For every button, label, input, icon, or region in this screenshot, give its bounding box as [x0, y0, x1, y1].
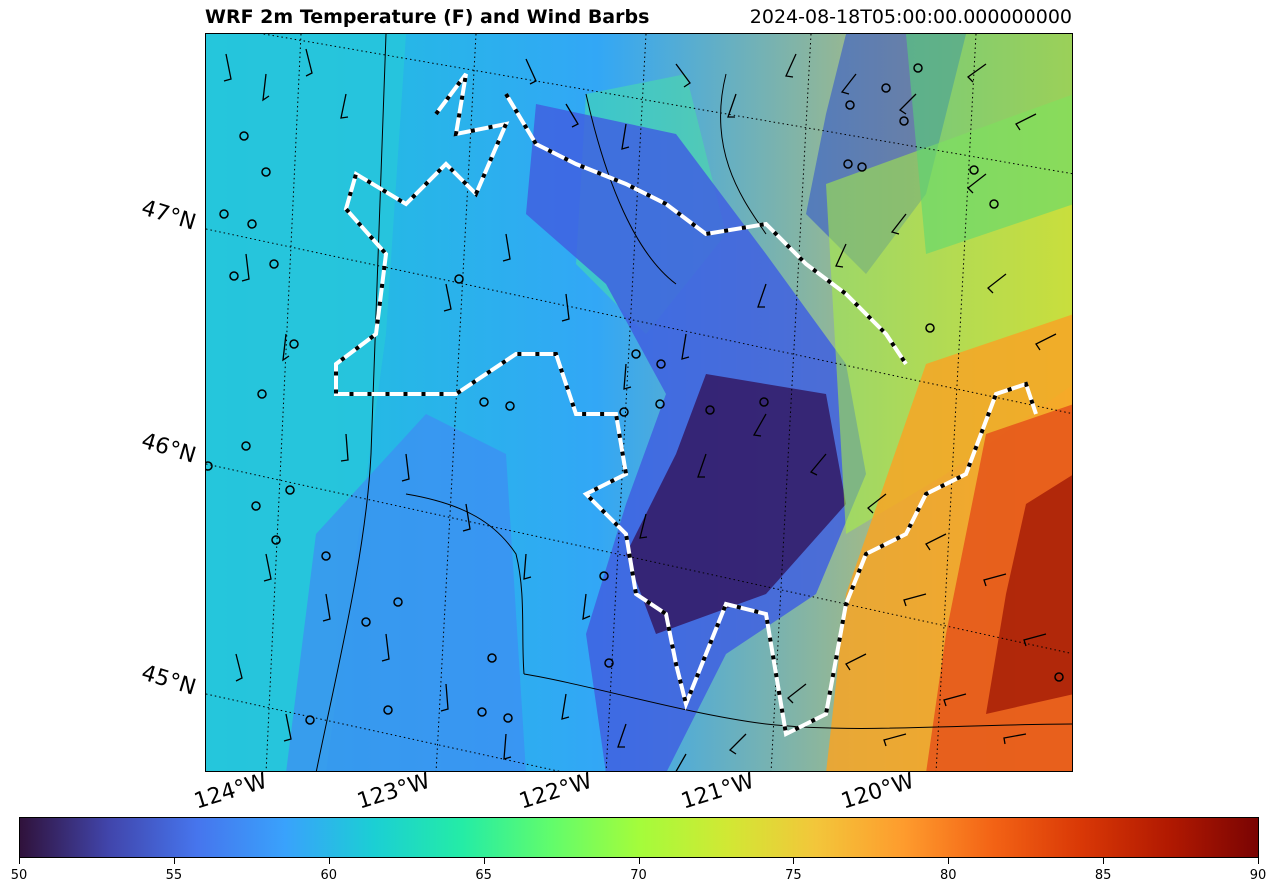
- colorbar-tick-label: 90: [1249, 868, 1267, 883]
- freezing-contour: [334, 72, 1038, 737]
- colorbar-tick: [483, 858, 485, 864]
- lat-label-47: 47°N: [138, 195, 199, 236]
- boundaries: [315, 34, 1072, 771]
- colorbar-tick-label: 50: [10, 868, 28, 883]
- lon-label-120: 120°W: [838, 768, 918, 815]
- colorbar-tick-label: 70: [630, 868, 647, 883]
- colorbar-tick: [948, 858, 950, 864]
- colorbar: [19, 817, 1259, 858]
- title-timestamp: 2024-08-18T05:00:00.000000000: [749, 6, 1072, 28]
- colorbar-tick: [638, 858, 640, 864]
- lon-label-123: 123°W: [354, 768, 434, 815]
- lat-label-45: 45°N: [138, 660, 199, 701]
- colorbar-tick: [19, 858, 20, 864]
- wind-barbs: [223, 48, 1057, 771]
- basin-hottest: [986, 475, 1072, 714]
- coast-range-cool: [286, 414, 526, 771]
- colorbar-tick-label: 65: [475, 868, 492, 883]
- lat-label-46: 46°N: [138, 428, 199, 469]
- colorbar-tick: [1258, 858, 1259, 864]
- calm-markers: [206, 63, 1064, 725]
- colorbar-tick-label: 75: [785, 868, 802, 883]
- colorbar-tick: [1103, 858, 1105, 864]
- map-panel[interactable]: [205, 33, 1073, 772]
- colorbar-tick: [328, 858, 330, 864]
- lon-label-121: 121°W: [678, 768, 758, 815]
- lon-label-122: 122°W: [516, 768, 596, 815]
- map-svg: [206, 34, 1072, 771]
- title-left: WRF 2m Temperature (F) and Wind Barbs: [205, 6, 650, 28]
- colorbar-tick-label: 60: [320, 868, 338, 883]
- colorbar-tick-label: 55: [165, 868, 183, 883]
- lon-label-124: 124°W: [191, 768, 271, 815]
- colorbar-tick: [793, 858, 795, 864]
- colorbar-tick-label: 85: [1094, 868, 1112, 883]
- graticule: [206, 34, 1072, 771]
- colorbar-tick-label: 80: [939, 868, 957, 883]
- east-northeast-green: [906, 34, 1072, 254]
- cascades-coldest: [626, 374, 846, 634]
- colorbar-tick: [173, 858, 175, 864]
